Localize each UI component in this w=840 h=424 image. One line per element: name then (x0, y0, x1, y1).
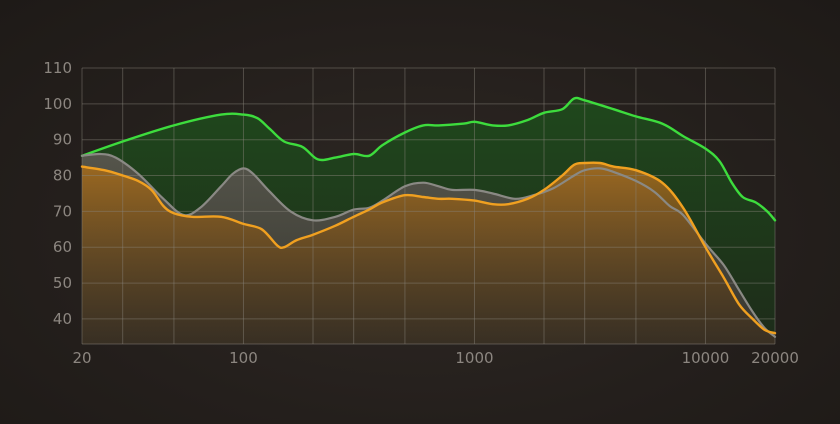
series-lines (80, 96, 777, 338)
y-tick-label: 70 (53, 202, 72, 220)
x-tick-label: 1000 (455, 349, 493, 367)
x-tick-label: 10000 (682, 349, 730, 367)
series-orange-area (82, 162, 775, 344)
y-tick-label: 110 (43, 59, 72, 77)
series-fills (82, 97, 775, 345)
x-tick-label: 100 (229, 349, 258, 367)
y-tick-label: 60 (53, 238, 72, 256)
y-tick-label: 40 (53, 310, 72, 328)
y-tick-label: 90 (53, 131, 72, 149)
series-gray-line (80, 152, 777, 338)
series-green-line (80, 96, 777, 222)
y-tick-label: 50 (53, 274, 72, 292)
y-tick-label: 100 (43, 95, 72, 113)
series-orange-line (80, 161, 777, 335)
x-tick-label: 20000 (751, 349, 799, 367)
tick-labels: 40 50 60 70 80 90 100 110 20 100 1000 10000 20000 (43, 59, 799, 367)
y-tick-label: 80 (53, 167, 72, 185)
grid-lines (81, 67, 776, 345)
x-tick-label: 20 (72, 349, 91, 367)
